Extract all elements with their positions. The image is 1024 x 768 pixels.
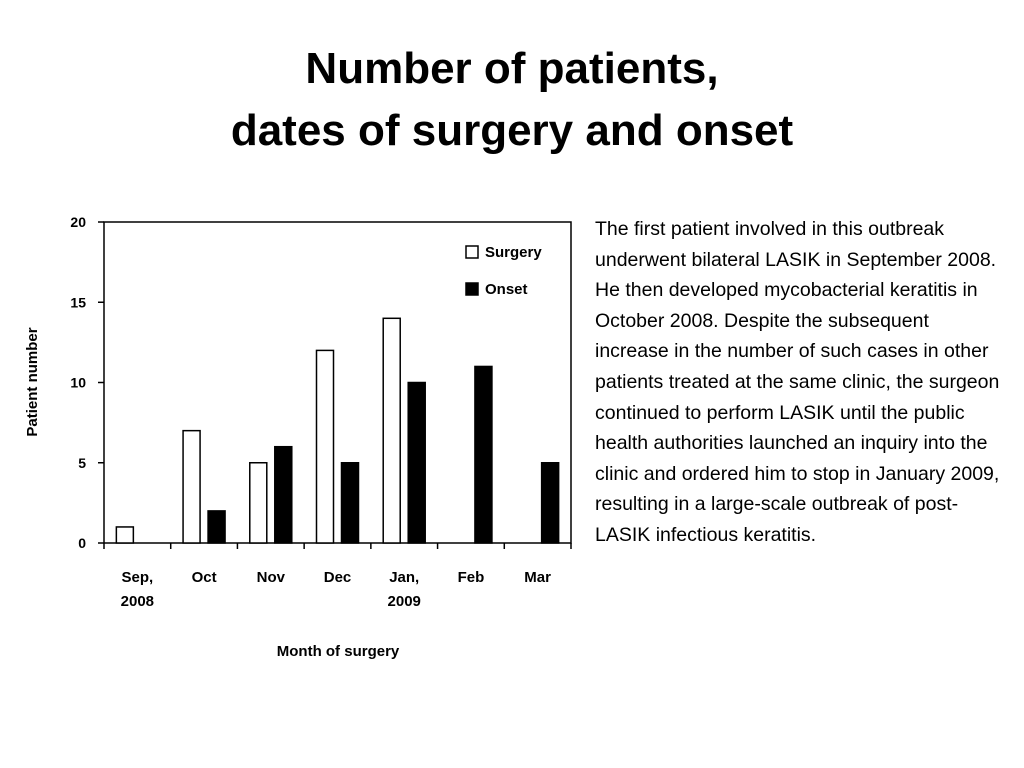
bar-surgery [249,462,268,544]
y-tick-label: 0 [78,535,86,551]
bar-onset [474,365,493,544]
bar-onset [274,445,293,544]
x-tick-label: Jan, [389,569,419,586]
plot-area [103,221,572,544]
legend: Surgery Onset [465,244,542,298]
slide-title-line-1: Number of patients, [305,44,719,93]
y-tick-label: 5 [78,455,86,471]
bar-surgery [182,429,201,544]
x-tick-label: Feb [458,569,485,586]
y-tick-label: 15 [70,294,86,310]
slide-title-line-2: dates of surgery and onset [230,106,794,155]
x-axis-label: Month of surgery [277,643,400,660]
legend-label-surgery: Surgery [485,244,542,261]
bar-onset [540,462,560,544]
legend-swatch-onset [465,282,479,296]
x-axis: Sep, 2008 Oct Nov Dec Jan, 2009 Feb Mar [103,543,572,610]
bars [115,317,560,544]
bar-surgery [115,526,135,544]
bar-surgery [315,349,335,544]
bar-surgery [382,317,401,544]
x-tick-label: Sep, [122,569,154,586]
bar-chart: 0 5 10 15 20 Sep, 2008 Oct Nov Dec Jan, 2009 Feb Mar… [24,214,572,660]
y-tick-label: 20 [70,214,86,230]
slide-title: Number of patients, dates of surgery and… [0,38,1024,162]
legend-swatch-surgery [465,245,479,259]
x-tick-label: Mar [524,569,551,586]
legend-label-onset: Onset [485,281,528,298]
x-tick-label: Oct [192,569,217,586]
x-tick-label: Dec [324,569,352,586]
y-tick-label: 10 [70,375,86,391]
x-tick-label: Nov [257,569,286,586]
bar-onset [340,462,360,544]
y-axis: 0 5 10 15 20 [70,214,104,551]
body-text: The first patient involved in this outbr… [595,218,1000,546]
y-axis-label: Patient number [24,327,41,436]
x-tick-label: 2008 [121,593,154,610]
x-tick-label: 2009 [388,593,421,610]
bar-onset [207,510,226,544]
bar-onset [407,381,426,544]
